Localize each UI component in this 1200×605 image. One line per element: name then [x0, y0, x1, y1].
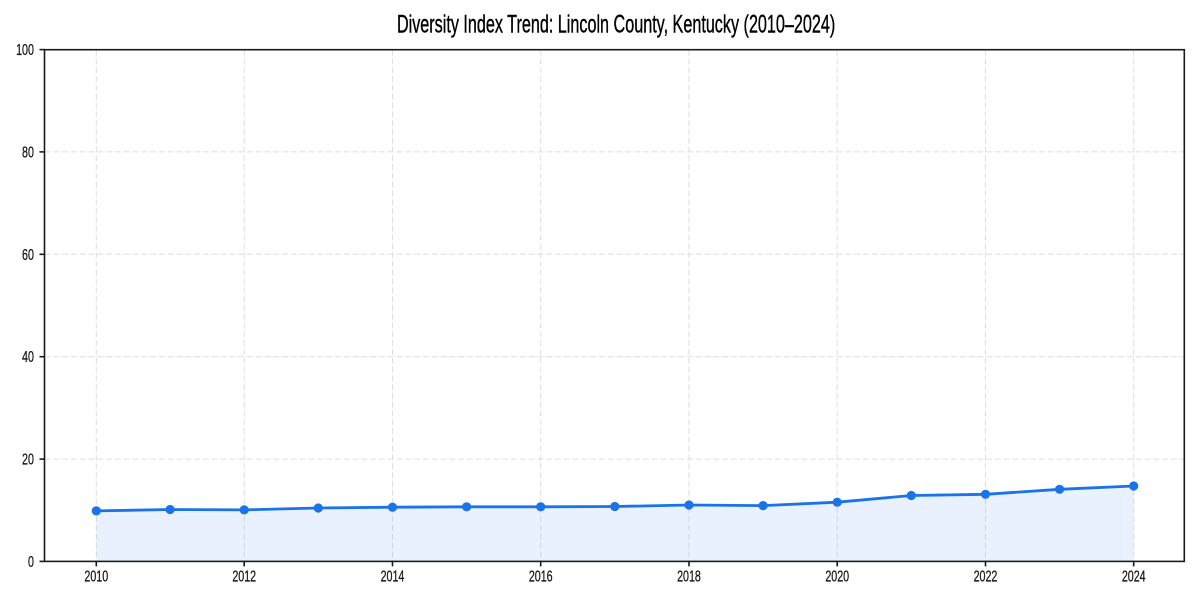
svg-text:Diversity Index Trend: Lincoln: Diversity Index Trend: Lincoln County, K… — [397, 10, 835, 39]
svg-text:2018: 2018 — [677, 567, 701, 584]
svg-text:2020: 2020 — [825, 567, 849, 584]
svg-text:2016: 2016 — [529, 567, 553, 584]
svg-text:2012: 2012 — [232, 567, 256, 584]
svg-text:100: 100 — [16, 41, 34, 58]
svg-text:2014: 2014 — [381, 567, 405, 584]
svg-text:60: 60 — [22, 246, 34, 263]
svg-text:2022: 2022 — [974, 567, 998, 584]
svg-text:2010: 2010 — [84, 567, 108, 584]
svg-text:2024: 2024 — [1122, 567, 1146, 584]
svg-text:20: 20 — [22, 451, 34, 468]
svg-text:40: 40 — [22, 348, 34, 365]
svg-text:0: 0 — [28, 553, 34, 570]
svg-text:80: 80 — [22, 143, 34, 160]
